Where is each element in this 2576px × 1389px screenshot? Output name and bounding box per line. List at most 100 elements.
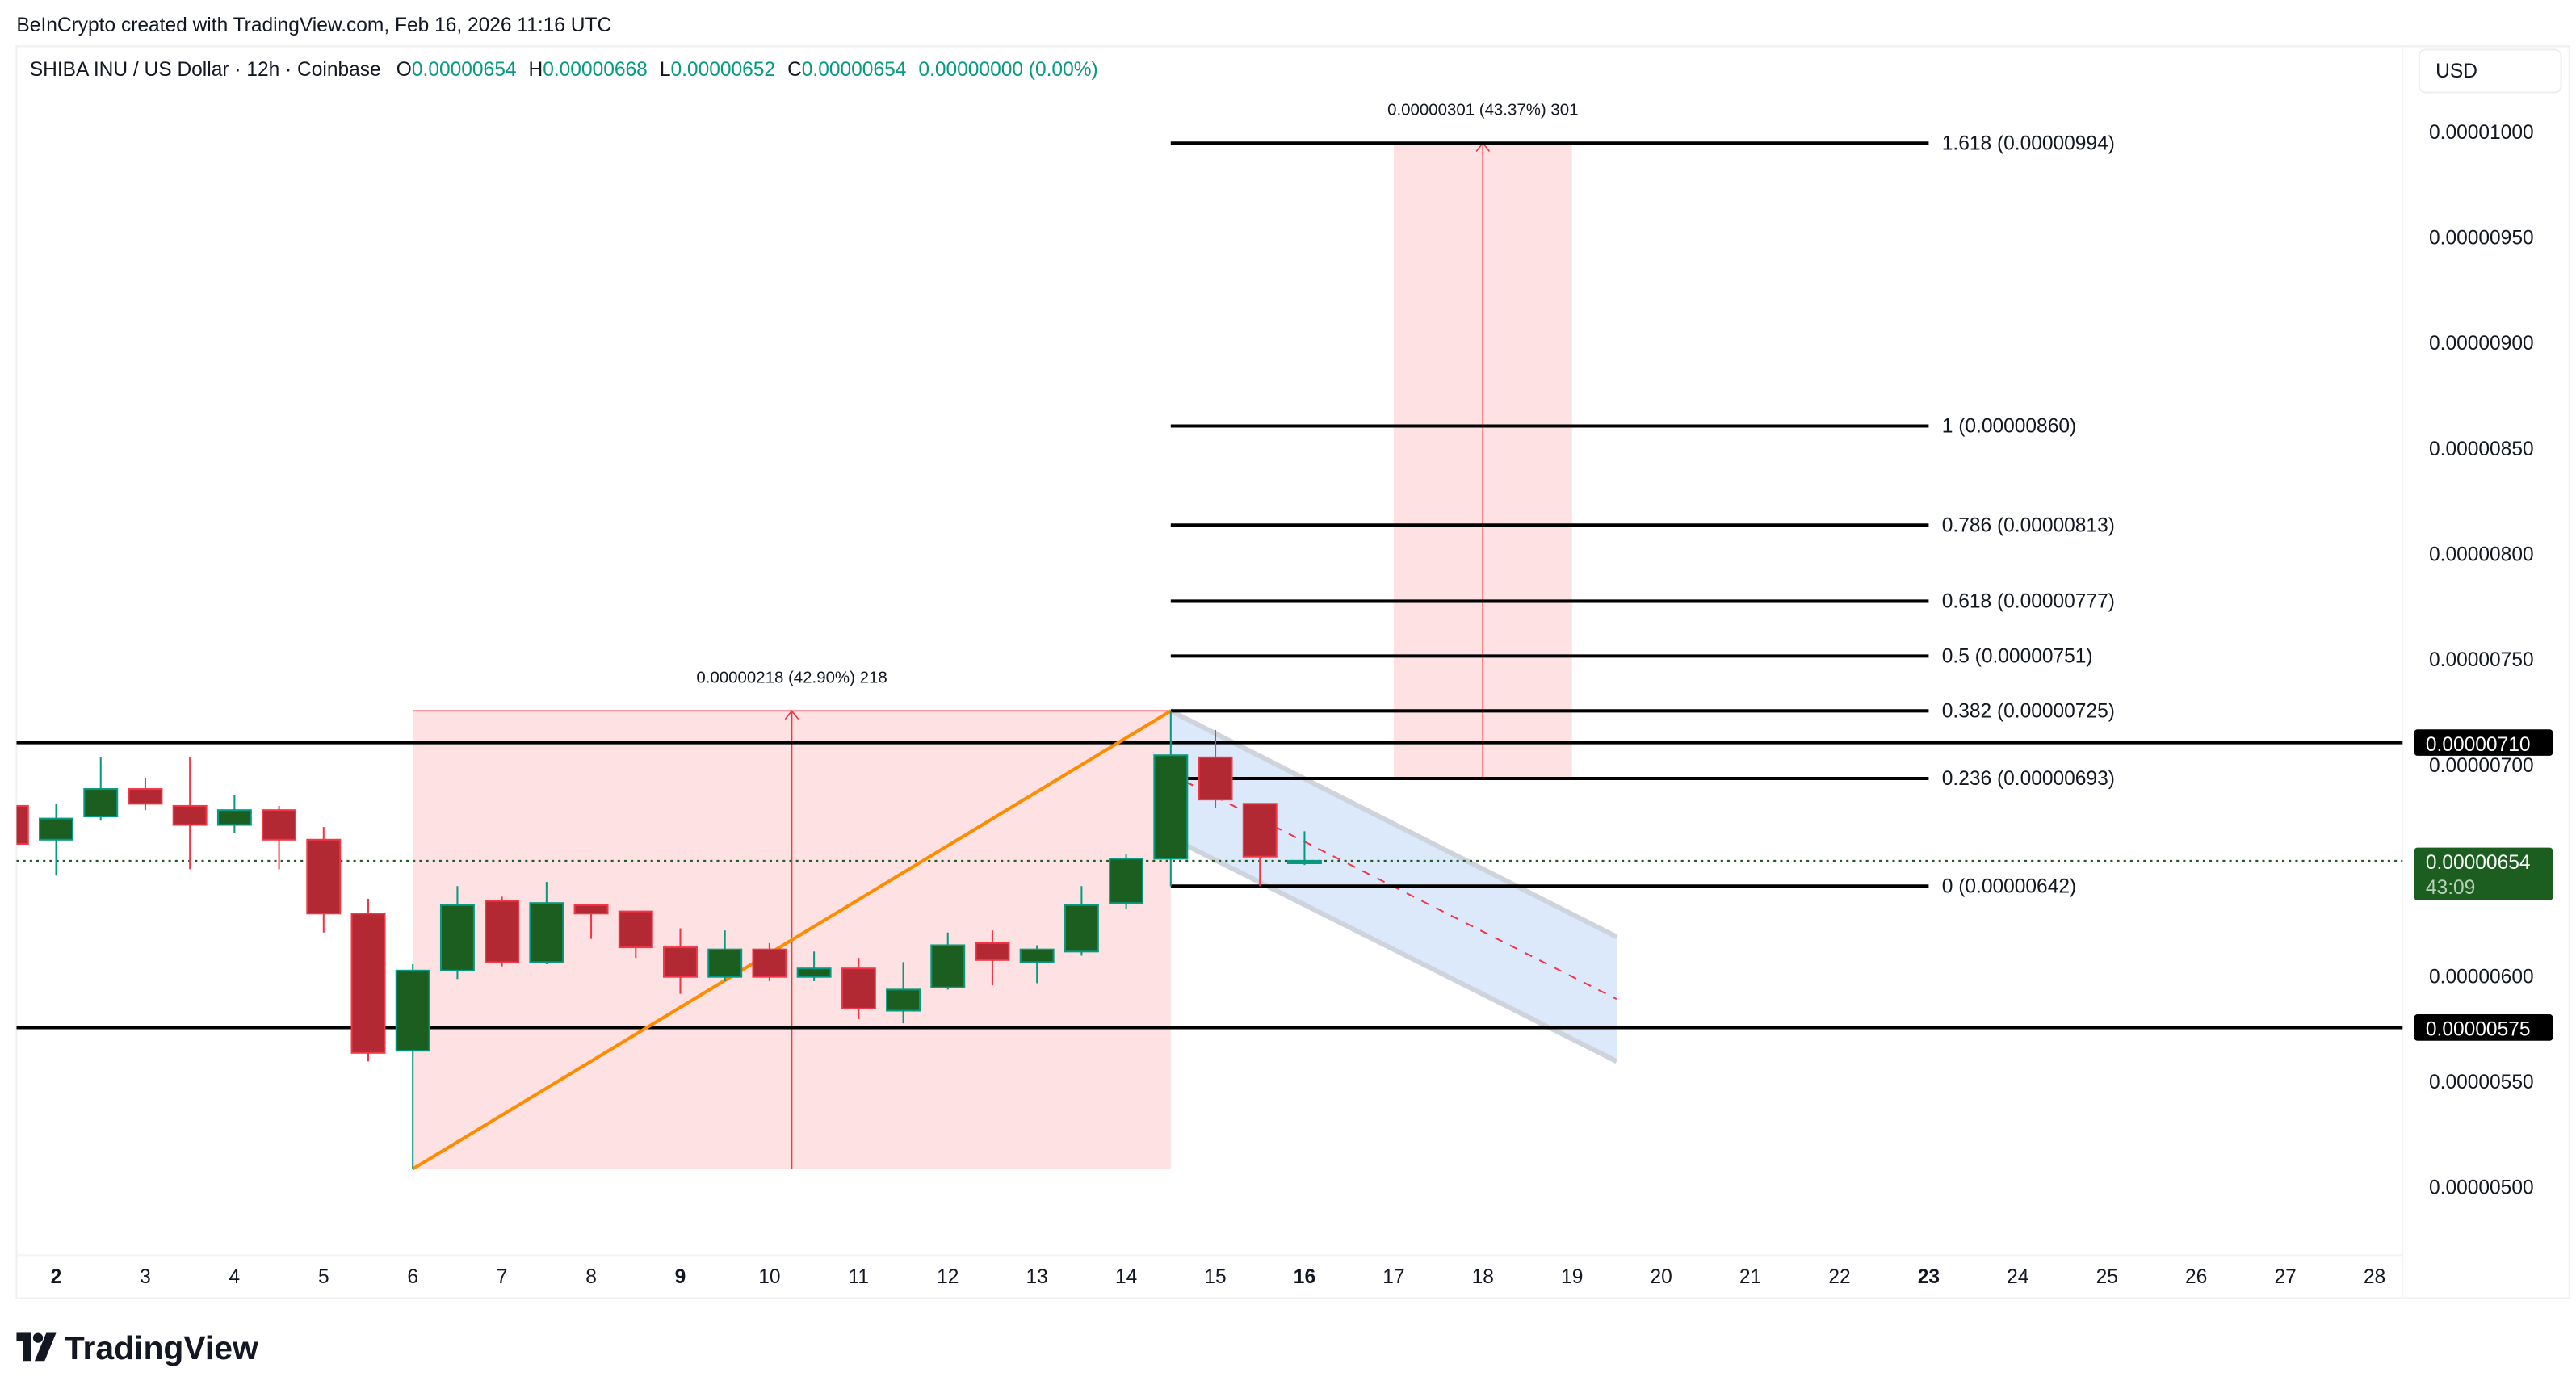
price-axis[interactable]: 0.00001000 0.00000950 0.00000900 0.00000850… bbox=[2429, 122, 2534, 1199]
candle-body bbox=[1198, 756, 1233, 801]
candle bbox=[1019, 945, 1055, 984]
candle-body bbox=[1064, 904, 1099, 953]
candle-body bbox=[350, 913, 386, 1054]
candle bbox=[172, 757, 208, 870]
candle-body bbox=[439, 904, 475, 971]
close-value: 0.00000654 bbox=[802, 59, 907, 81]
candle bbox=[529, 882, 564, 964]
time-tick-label: 15 bbox=[1204, 1266, 1226, 1288]
candle-body bbox=[172, 804, 208, 826]
candle-body bbox=[573, 904, 609, 915]
candle-body bbox=[262, 809, 297, 841]
candle-body bbox=[128, 788, 163, 805]
candle bbox=[618, 910, 653, 959]
currency-label: USD bbox=[2435, 61, 2477, 82]
currency-button[interactable]: USD bbox=[2418, 48, 2562, 94]
candle bbox=[216, 795, 252, 833]
price-tick-label: 0.00000800 bbox=[2429, 544, 2534, 566]
time-tick-label: 18 bbox=[1472, 1266, 1494, 1288]
time-tick-label: 11 bbox=[849, 1266, 869, 1288]
fib-level-label: 0.5 (0.00000751) bbox=[1942, 646, 2093, 668]
price-pane[interactable]: 0.00000218 (42.90%) 218 0.00000301 (43.37… bbox=[0, 100, 2411, 1171]
fib-level-label: 0.236 (0.00000693) bbox=[1942, 768, 2115, 790]
candle bbox=[1286, 831, 1322, 866]
ohlc-legend: SHIBA INU / US Dollar · 12h · Coinbase O… bbox=[30, 59, 1098, 81]
price-tick-label: 0.00000950 bbox=[2429, 227, 2534, 249]
candle-body bbox=[16, 804, 29, 846]
fib-level-label: 1.618 (0.00000994) bbox=[1942, 132, 2115, 154]
price-tick-label: 0.00000850 bbox=[2429, 439, 2534, 460]
candle bbox=[128, 778, 163, 811]
chart-frame bbox=[15, 45, 2570, 1299]
time-tick-label: 17 bbox=[1382, 1266, 1404, 1288]
candle bbox=[1198, 729, 1233, 808]
candle bbox=[485, 896, 520, 967]
time-tick-label: 21 bbox=[1739, 1266, 1761, 1288]
price-tick-label: 0.00001000 bbox=[2429, 122, 2534, 144]
time-tick-label: 7 bbox=[497, 1266, 508, 1288]
open-label: O bbox=[396, 59, 412, 81]
time-tick-label: 23 bbox=[1918, 1266, 1940, 1288]
last-price-label: 0.00000654 bbox=[2426, 852, 2531, 874]
time-tick-label: 12 bbox=[937, 1266, 959, 1288]
low-label: L bbox=[660, 59, 671, 81]
level-price-label: 0.00000575 bbox=[2426, 1019, 2531, 1041]
time-axis[interactable]: 2 3 4 5 6 7 8 9 10 11 12 13 14 15 16 17 18 19 20 21 22 23 24 25… bbox=[51, 1266, 2385, 1288]
candle bbox=[16, 804, 29, 846]
candle-body bbox=[930, 944, 966, 988]
symbol-title[interactable]: SHIBA INU / US Dollar · 12h · Coinbase bbox=[30, 59, 381, 81]
candle-body bbox=[663, 946, 698, 978]
level-price-label: 0.00000710 bbox=[2426, 734, 2531, 756]
candle bbox=[39, 804, 73, 876]
candle bbox=[707, 930, 743, 981]
candle-body bbox=[1109, 858, 1144, 904]
fib-level-label: 0 (0.00000642) bbox=[1942, 875, 2076, 897]
candle bbox=[350, 898, 386, 1062]
logo-text: TradingView bbox=[65, 1329, 258, 1366]
candle bbox=[752, 942, 787, 981]
price-tick-label: 0.00000750 bbox=[2429, 649, 2534, 671]
candle bbox=[1153, 711, 1189, 887]
candle-body bbox=[216, 809, 252, 826]
tradingview-logo-icon bbox=[16, 1332, 57, 1362]
time-tick-label: 2 bbox=[51, 1266, 62, 1288]
measure-label: 0.00000301 (43.37%) 301 bbox=[1387, 100, 1578, 119]
price-axis-labels: 0.00000710 0.00000575 0.00000654 43:09 bbox=[2414, 729, 2553, 1041]
fib-level-label: 0.382 (0.00000725) bbox=[1942, 701, 2115, 723]
candle-body bbox=[886, 988, 921, 1012]
candle bbox=[395, 963, 430, 1169]
candle bbox=[975, 930, 1010, 986]
time-tick-label: 5 bbox=[318, 1266, 329, 1288]
candle-body bbox=[1153, 754, 1189, 860]
candle bbox=[83, 757, 119, 821]
time-tick-label: 20 bbox=[1650, 1266, 1672, 1288]
candle bbox=[1109, 854, 1144, 910]
change-value: 0.00000000 (0.00%) bbox=[918, 59, 1097, 81]
price-tick-label: 0.00000500 bbox=[2429, 1177, 2534, 1199]
time-tick-label: 25 bbox=[2096, 1266, 2118, 1288]
price-tick-label: 0.00000600 bbox=[2429, 966, 2534, 988]
high-value: 0.00000668 bbox=[543, 59, 648, 81]
candle-body bbox=[529, 902, 564, 963]
candle-body bbox=[841, 967, 876, 1009]
candle-body bbox=[752, 948, 787, 978]
channel-lower-line bbox=[1169, 835, 1618, 1064]
trend-line bbox=[412, 709, 1172, 1171]
fib-level-label: 1 (0.00000860) bbox=[1942, 416, 2076, 438]
price-tick-label: 0.00000550 bbox=[2429, 1072, 2534, 1093]
candle-body bbox=[83, 788, 119, 818]
candle bbox=[930, 932, 966, 990]
candle bbox=[1064, 886, 1099, 956]
candle-body bbox=[1242, 803, 1278, 858]
tradingview-logo[interactable]: TradingView bbox=[16, 1329, 258, 1366]
candle-body bbox=[707, 948, 743, 978]
candle bbox=[306, 827, 342, 933]
time-tick-label: 22 bbox=[1828, 1266, 1850, 1288]
arrow-head-icon bbox=[784, 710, 799, 720]
low-value: 0.00000652 bbox=[670, 59, 775, 81]
candle-body bbox=[306, 838, 342, 915]
high-label: H bbox=[528, 59, 543, 81]
last-price-tag bbox=[2414, 847, 2553, 901]
fib-level-label: 0.786 (0.00000813) bbox=[1942, 515, 2115, 537]
